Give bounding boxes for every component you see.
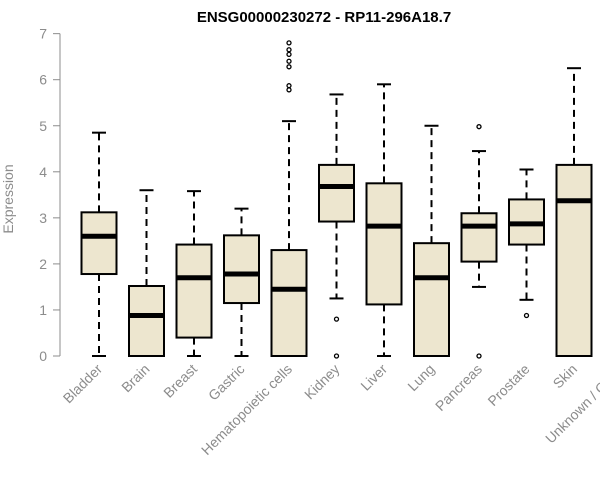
box-liver (365, 83, 403, 357)
box-body (413, 242, 450, 358)
x-tick-label: Breast (160, 361, 200, 401)
x-tick-label: Liver (357, 361, 390, 394)
y-tick-label: 2 (39, 256, 47, 272)
y-tick-label: 5 (39, 118, 47, 134)
box-bladder (80, 131, 118, 357)
box-hematopoietic-cells (270, 40, 308, 358)
outlier-point (333, 353, 340, 359)
x-tick-label: Prostate (484, 361, 532, 409)
y-tick-label: 3 (39, 210, 47, 226)
outlier-point (286, 47, 292, 53)
box-breast (175, 190, 213, 357)
box-body (365, 182, 403, 306)
outlier-point (286, 40, 292, 46)
y-tick-label: 6 (39, 72, 47, 88)
outlier-point (286, 58, 292, 64)
x-tick-label: Bladder (60, 361, 106, 407)
outlier-point (286, 83, 292, 89)
outlier-point (286, 87, 292, 93)
x-tick-label: Kidney (301, 361, 343, 403)
outlier-point (523, 312, 530, 319)
box-body (555, 163, 593, 357)
box-gastric (223, 207, 260, 357)
box-body (460, 212, 498, 263)
x-tick-label: Gastric (205, 361, 248, 404)
outlier-point (286, 51, 292, 58)
chart-title: ENSG00000230272 - RP11-296A18.7 (197, 9, 451, 26)
box-body (128, 285, 165, 357)
outlier-point (476, 353, 482, 359)
box-prostate (508, 168, 545, 319)
x-tick-label: Skin (550, 361, 581, 392)
x-tick-label: Pancreas (432, 361, 485, 414)
box-brain (128, 189, 165, 357)
outlier-point (286, 64, 292, 70)
box-body (80, 211, 118, 276)
box-kidney (318, 93, 355, 359)
y-axis-ticks: 0 1 2 3 4 5 6 7 (39, 26, 60, 364)
boxes-group (80, 40, 593, 359)
y-axis-label: Expression (0, 164, 16, 233)
y-tick-label: 7 (39, 26, 47, 42)
box-body (318, 163, 355, 223)
box-lung (413, 124, 450, 358)
box-body (223, 234, 260, 305)
box-body (270, 249, 308, 358)
box-body (175, 243, 213, 339)
box-skin (555, 67, 593, 357)
outlier-point (476, 124, 482, 130)
x-tick-label: Lung (404, 361, 437, 394)
box-pancreas (460, 124, 498, 359)
y-tick-label: 4 (39, 164, 47, 180)
x-tick-label: Hematopoietic cells (198, 361, 295, 458)
y-tick-label: 1 (39, 302, 47, 318)
outlier-point (333, 316, 340, 322)
y-tick-label: 0 (39, 348, 47, 364)
x-tick-label: Brain (118, 361, 152, 395)
